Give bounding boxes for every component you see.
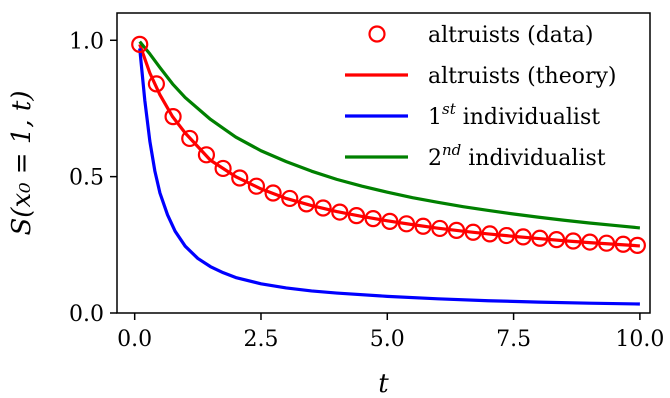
plot-frame xyxy=(116,12,651,314)
legend-marker xyxy=(368,25,386,43)
data-point xyxy=(431,219,449,238)
y-axis-label-wrapper: S(x₀ = 1, t) xyxy=(7,90,37,235)
data-point xyxy=(531,229,549,247)
data-point xyxy=(347,207,366,225)
legend-label: altruists (theory) xyxy=(428,64,617,89)
data-point xyxy=(314,199,332,217)
data-point xyxy=(547,231,566,249)
data-point xyxy=(464,223,482,241)
y-tick-label: 1.0 xyxy=(69,29,104,54)
data-point xyxy=(131,35,149,53)
series-line-2 xyxy=(138,48,640,306)
data-point xyxy=(197,146,216,164)
data-point xyxy=(231,169,249,187)
data-point xyxy=(447,221,466,239)
data-point xyxy=(247,177,266,195)
y-axis-label: S(x₀ = 1, t) xyxy=(7,90,37,235)
x-axis-ticks: 0.0 2.5 5.0 7.5 10.0 xyxy=(117,313,664,352)
data-point xyxy=(564,232,582,250)
y-tick-label: 0.5 xyxy=(69,166,104,191)
legend: altruists (data) altruists (theory) 1st in… xyxy=(345,23,617,171)
data-point xyxy=(414,217,432,235)
data-point xyxy=(581,233,599,251)
data-point xyxy=(364,210,382,228)
x-tick-label: 10.0 xyxy=(615,327,664,352)
data-point xyxy=(514,228,532,246)
y-tick-label: 0.0 xyxy=(69,302,104,327)
x-tick-label: 5.0 xyxy=(370,327,405,352)
data-point xyxy=(147,75,166,93)
legend-label: altruists (data) xyxy=(428,23,593,48)
x-tick-label: 0.0 xyxy=(117,327,152,352)
data-point xyxy=(281,189,299,208)
x-tick-label: 7.5 xyxy=(496,327,531,352)
data-point xyxy=(181,129,199,148)
data-point xyxy=(331,203,349,221)
data-point xyxy=(297,195,316,213)
data-point xyxy=(628,236,646,254)
data-point xyxy=(397,215,416,233)
data-point xyxy=(264,184,282,202)
data-point xyxy=(381,212,399,230)
plot-markers xyxy=(131,35,646,254)
x-tick-label: 2.5 xyxy=(243,327,278,352)
data-point xyxy=(597,234,616,252)
x-axis-label: t xyxy=(378,369,389,398)
legend-label: 2nd individualist xyxy=(428,141,606,171)
legend-label: 1st individualist xyxy=(428,100,600,130)
data-point xyxy=(214,159,232,178)
series-line-3 xyxy=(138,40,641,230)
y-axis-ticks: 0.0 0.5 1.0 xyxy=(69,29,117,327)
data-point xyxy=(497,226,516,245)
data-point xyxy=(481,225,499,243)
data-point xyxy=(164,108,182,126)
